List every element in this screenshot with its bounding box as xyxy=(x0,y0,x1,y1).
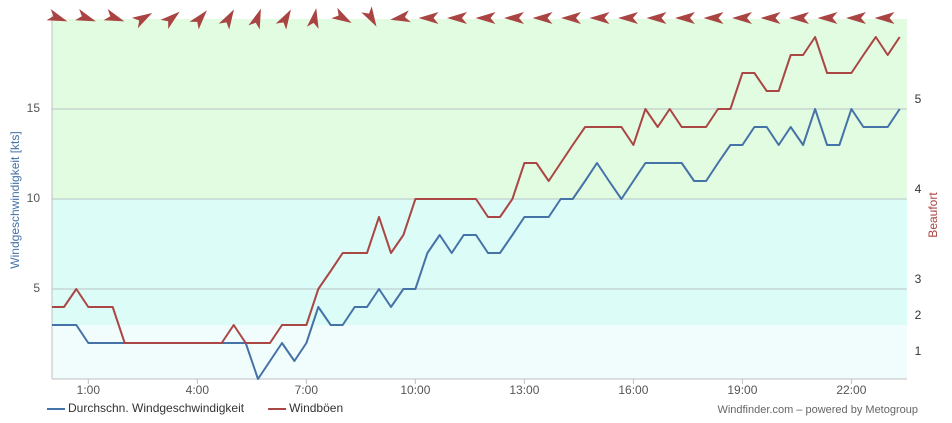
direction-arrow xyxy=(447,12,467,24)
direction-arrow xyxy=(732,12,752,24)
direction-arrow xyxy=(160,11,180,30)
direction-arrow xyxy=(46,8,68,22)
beaufort-label: 5 xyxy=(915,92,922,106)
beaufort-label: 1 xyxy=(915,344,922,358)
direction-arrow xyxy=(532,12,553,24)
y-tick-label: 10 xyxy=(27,191,41,205)
direction-arrow xyxy=(131,13,153,29)
x-tick-label: 19:00 xyxy=(727,383,757,397)
direction-arrow xyxy=(475,12,496,24)
direction-arrow xyxy=(189,10,207,30)
y-tick-label: 5 xyxy=(33,281,40,295)
direction-arrow xyxy=(561,12,581,24)
beaufort-label: 2 xyxy=(915,308,922,322)
direction-arrow xyxy=(75,8,96,22)
x-tick-label: 16:00 xyxy=(618,383,648,397)
series-line xyxy=(52,36,901,344)
direction-arrow xyxy=(589,12,610,24)
direction-arrow xyxy=(418,12,439,24)
direction-arrow xyxy=(248,8,261,30)
direction-arrow xyxy=(817,12,838,24)
x-tick-label: 22:00 xyxy=(836,383,866,397)
direction-arrow xyxy=(103,8,125,22)
direction-arrow xyxy=(361,6,377,27)
beaufort-label: 3 xyxy=(915,272,922,286)
direction-arrow xyxy=(504,12,524,24)
direction-arrow xyxy=(646,12,667,24)
direction-arrow xyxy=(703,12,724,24)
legend-label: Durchschn. Windgeschwindigkeit xyxy=(68,401,245,415)
y-tick-label: 15 xyxy=(27,101,41,115)
x-tick-label: 1:00 xyxy=(77,383,101,397)
direction-arrow xyxy=(760,12,781,24)
x-tick-label: 7:00 xyxy=(295,383,319,397)
direction-arrow xyxy=(846,12,866,24)
direction-arrow xyxy=(390,10,411,23)
direction-arrow xyxy=(789,12,809,24)
y-axis-title: Windgeschwindigkeit [kts] xyxy=(8,131,22,268)
direction-arrow xyxy=(218,9,234,30)
direction-arrow xyxy=(306,8,319,29)
beaufort-band xyxy=(52,199,907,325)
direction-arrow xyxy=(618,12,638,24)
legend-label: Windböen xyxy=(289,401,343,415)
direction-arrow xyxy=(874,12,895,24)
x-tick-label: 4:00 xyxy=(186,383,210,397)
beaufort-label: 4 xyxy=(915,182,922,196)
direction-arrow xyxy=(675,12,695,24)
beaufort-band xyxy=(52,325,907,379)
direction-arrow xyxy=(331,7,352,23)
y2-axis-title: Beaufort xyxy=(926,192,940,238)
direction-arrow xyxy=(275,9,291,30)
x-tick-label: 13:00 xyxy=(509,383,539,397)
x-tick-label: 10:00 xyxy=(400,383,430,397)
credit: Windfinder.com – powered by Metogroup xyxy=(717,404,918,416)
